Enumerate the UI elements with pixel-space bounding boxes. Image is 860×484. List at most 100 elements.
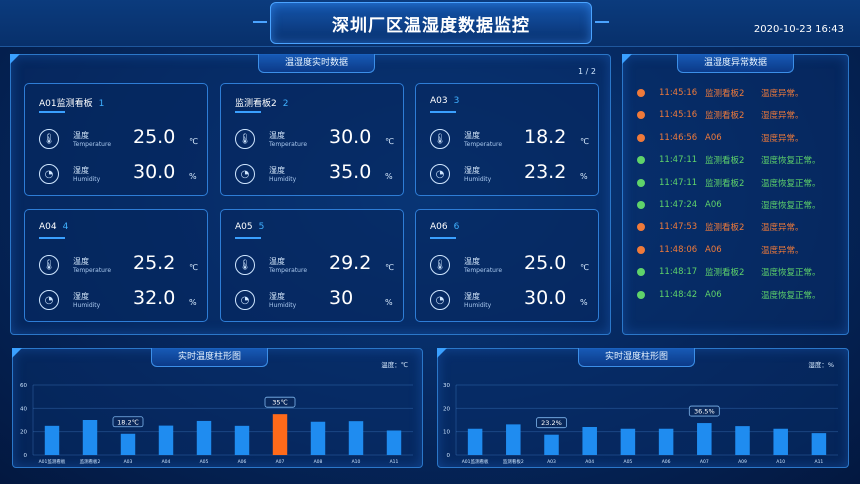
alarm-row[interactable]: 11:47:11 监测看板2 温度恢复正常。 (637, 177, 821, 189)
sensor-label: 湿度 (464, 292, 480, 301)
panel-corner-accent (12, 348, 22, 358)
unit-label: ℃ (580, 263, 589, 272)
alarm-row[interactable]: 11:48:42 A06 温度恢复正常。 (637, 289, 821, 301)
alarm-row[interactable]: 11:48:06 A06 温度异常。 (637, 244, 804, 256)
card-name: A01监测看板 (39, 99, 93, 109)
bar[interactable] (467, 428, 483, 455)
temperature-value: 25.0 (524, 252, 567, 274)
sensor-label-en: Temperature (269, 267, 308, 274)
bar[interactable] (82, 420, 98, 455)
x-tick-label: A10 (776, 459, 785, 465)
x-tick-label: A08 (314, 459, 323, 465)
alarm-time: 11:48:06 (659, 244, 698, 255)
humidity-value: 30 (329, 287, 354, 309)
sensor-label: 温度 (269, 131, 285, 140)
unit-label: % (385, 172, 393, 181)
sensor-card[interactable]: A04 4 🌡 温度 Temperature 25.2 ℃ ◔ 湿度 Humidity 32.0% (24, 209, 208, 322)
temperature-chart-title: 实时温度柱形图 (151, 348, 269, 367)
bar[interactable] (773, 428, 788, 455)
alarm-message: 温度恢复正常。 (761, 178, 821, 189)
alarm-status-dot (637, 201, 645, 209)
y-tick-label: 40 (20, 406, 27, 412)
unit-label: % (189, 172, 197, 181)
temperature-value: 25.2 (133, 252, 176, 274)
alarm-row[interactable]: 11:47:11 监测看板2 湿度恢复正常。 (637, 154, 821, 166)
bar[interactable] (234, 425, 250, 455)
sensor-card[interactable]: A03 3 🌡 温度 Temperature 18.2 ℃ ◔ 湿度 Humidity 23.2% (415, 83, 599, 196)
x-tick-label: A01监测看板 (39, 458, 66, 465)
bar[interactable] (310, 421, 326, 455)
thermometer-icon: 🌡 (39, 255, 59, 275)
bar[interactable] (735, 426, 750, 455)
alarm-device: 监测看板2 (705, 268, 745, 279)
bar[interactable] (44, 425, 60, 455)
alarm-message: 温度恢复正常。 (761, 290, 821, 301)
humidity-gauge-icon: ◔ (235, 290, 255, 310)
thermometer-icon: 🌡 (235, 255, 255, 275)
bar[interactable] (158, 425, 174, 455)
sensor-card[interactable]: A06 6 🌡 温度 Temperature 25.0 ℃ ◔ 湿度 Humidity 30.0% (415, 209, 599, 322)
bar[interactable] (697, 423, 712, 455)
unit-label: % (385, 298, 393, 307)
humidity-chart-title: 实时湿度柱形图 (578, 348, 696, 367)
sensor-card[interactable]: A05 5 🌡 温度 Temperature 29.2 ℃ ◔ 湿度 Humidity 30% (220, 209, 404, 322)
bar[interactable] (620, 428, 636, 455)
sensor-label: 湿度 (269, 292, 285, 301)
card-underline (430, 237, 456, 239)
alarm-row[interactable]: 11:47:53 监测看板2 温度异常。 (637, 221, 804, 233)
alarm-message: 湿度恢复正常。 (761, 156, 821, 167)
thermometer-icon: 🌡 (430, 255, 450, 275)
thermometer-icon: 🌡 (39, 129, 59, 149)
page-indicator[interactable]: 1 / 2 (578, 67, 596, 76)
bar[interactable] (582, 427, 597, 455)
sensor-card[interactable]: 监测看板2 2 🌡 温度 Temperature 30.0 ℃ ◔ 湿度 Humidity 35.0… (220, 83, 404, 196)
humidity-value: 35.0 (329, 161, 372, 183)
card-number: 6 (453, 222, 460, 232)
y-tick-label: 20 (20, 430, 27, 436)
unit-label: % (580, 172, 588, 181)
alarm-device: 监测看板2 (705, 111, 745, 122)
alarm-row[interactable]: 11:48:17 监测看板2 温度恢复正常。 (637, 266, 821, 278)
alarm-row[interactable]: 11:46:56 A06 湿度异常。 (637, 132, 804, 144)
alarm-message: 湿度异常。 (761, 111, 804, 122)
card-title: A04 4 (39, 222, 68, 232)
unit-label: ℃ (385, 137, 394, 146)
x-tick-label: 监测看板2 (503, 458, 524, 465)
x-tick-label: 监测看板2 (80, 458, 101, 465)
value-callout-label: 35℃ (272, 399, 288, 407)
alarm-device: A06 (705, 244, 722, 255)
humidity-gauge-icon: ◔ (430, 290, 450, 310)
bar[interactable] (348, 421, 364, 455)
thermometer-icon: 🌡 (235, 129, 255, 149)
x-tick-label: A05 (623, 459, 632, 465)
alarm-row[interactable]: 11:45:16 监测看板2 温度异常。 (637, 87, 804, 99)
bar[interactable] (196, 420, 212, 455)
alarm-row[interactable]: 11:47:24 A06 湿度恢复正常。 (637, 199, 821, 211)
card-number: 4 (62, 222, 69, 232)
card-underline (235, 237, 261, 239)
card-number: 1 (98, 99, 105, 109)
bar[interactable] (658, 428, 674, 455)
humidity-value: 30.0 (133, 161, 176, 183)
alarm-status-dot (637, 111, 645, 120)
sensor-card[interactable]: A01监测看板 1 🌡 温度 Temperature 25.0 ℃ ◔ 湿度 Humidity 30… (24, 83, 208, 196)
panel-corner-accent (10, 54, 20, 64)
bar[interactable] (544, 434, 559, 455)
bar[interactable] (120, 433, 136, 455)
x-tick-label: A04 (585, 459, 594, 465)
bar[interactable] (506, 424, 521, 455)
card-title: A03 3 (430, 96, 459, 106)
card-number: 3 (453, 96, 460, 106)
card-name: A04 (39, 222, 57, 232)
alarm-time: 11:45:16 (659, 88, 698, 98)
card-name: A03 (430, 96, 448, 106)
x-tick-label: A03 (547, 459, 556, 465)
bar[interactable] (272, 414, 288, 455)
sensor-label: 湿度 (464, 166, 480, 175)
alarm-device: 监测看板2 (705, 156, 745, 167)
bar[interactable] (386, 430, 402, 456)
alarm-row[interactable]: 11:45:16 监测看板2 湿度异常。 (637, 109, 804, 121)
page-title: 深圳厂区温湿度数据监控 (253, 2, 609, 44)
bar[interactable] (811, 433, 827, 455)
sensor-label-en: Humidity (464, 176, 492, 183)
